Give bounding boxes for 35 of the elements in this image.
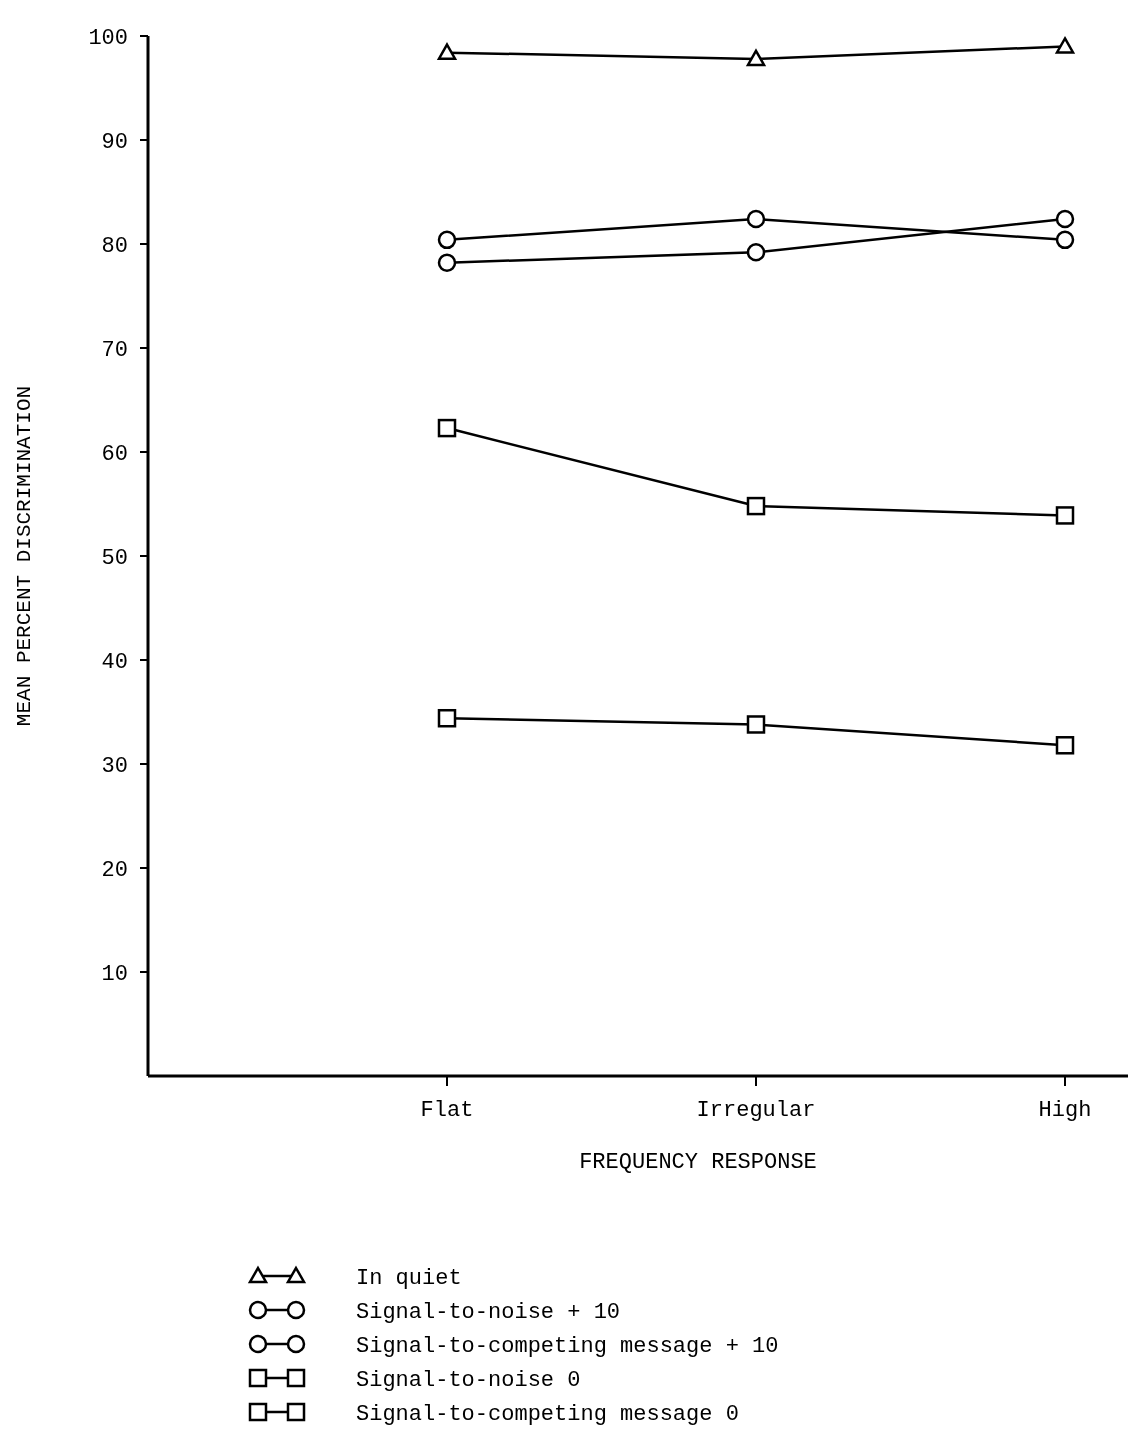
y-tick-label: 60 bbox=[101, 441, 128, 467]
point bbox=[746, 49, 766, 67]
legend-label: Signal-to-competing message + 10 bbox=[356, 1333, 779, 1359]
point bbox=[1055, 736, 1075, 755]
legend-label: Signal-to-noise + 10 bbox=[356, 1299, 621, 1325]
point bbox=[746, 243, 766, 262]
x-tick-label: Flat bbox=[420, 1098, 474, 1123]
y-tick-label: 70 bbox=[101, 337, 128, 363]
point bbox=[1055, 37, 1075, 54]
y-tick-label: 50 bbox=[101, 545, 128, 571]
point bbox=[437, 708, 457, 728]
point bbox=[437, 230, 457, 250]
point bbox=[437, 253, 457, 272]
point bbox=[1055, 230, 1075, 250]
legend-label: Signal-to-noise 0 bbox=[356, 1367, 581, 1393]
y-tick-label: 40 bbox=[101, 649, 128, 675]
point bbox=[1055, 209, 1075, 229]
y-tick-label: 30 bbox=[101, 753, 128, 779]
y-tick-label: 20 bbox=[101, 857, 128, 883]
legend-label: In quiet bbox=[356, 1265, 462, 1291]
legend-label: Signal-to-competing message 0 bbox=[356, 1401, 739, 1427]
point bbox=[746, 496, 766, 516]
point bbox=[437, 43, 457, 60]
y-axis-title: MEAN PERCENT DISCRIMINATION bbox=[13, 385, 36, 727]
point bbox=[746, 209, 766, 229]
y-tick-label: 80 bbox=[101, 233, 128, 259]
point bbox=[746, 715, 766, 734]
y-tick-label: 90 bbox=[101, 129, 128, 155]
point bbox=[1055, 506, 1075, 525]
x-axis-title: FREQUENCY RESPONSE bbox=[579, 1150, 817, 1175]
y-tick-label: 100 bbox=[88, 25, 128, 51]
y-tick-label: 10 bbox=[101, 961, 128, 987]
x-tick-label: Irregular bbox=[696, 1098, 816, 1123]
point bbox=[437, 418, 457, 438]
x-tick-label: High bbox=[1038, 1098, 1092, 1123]
